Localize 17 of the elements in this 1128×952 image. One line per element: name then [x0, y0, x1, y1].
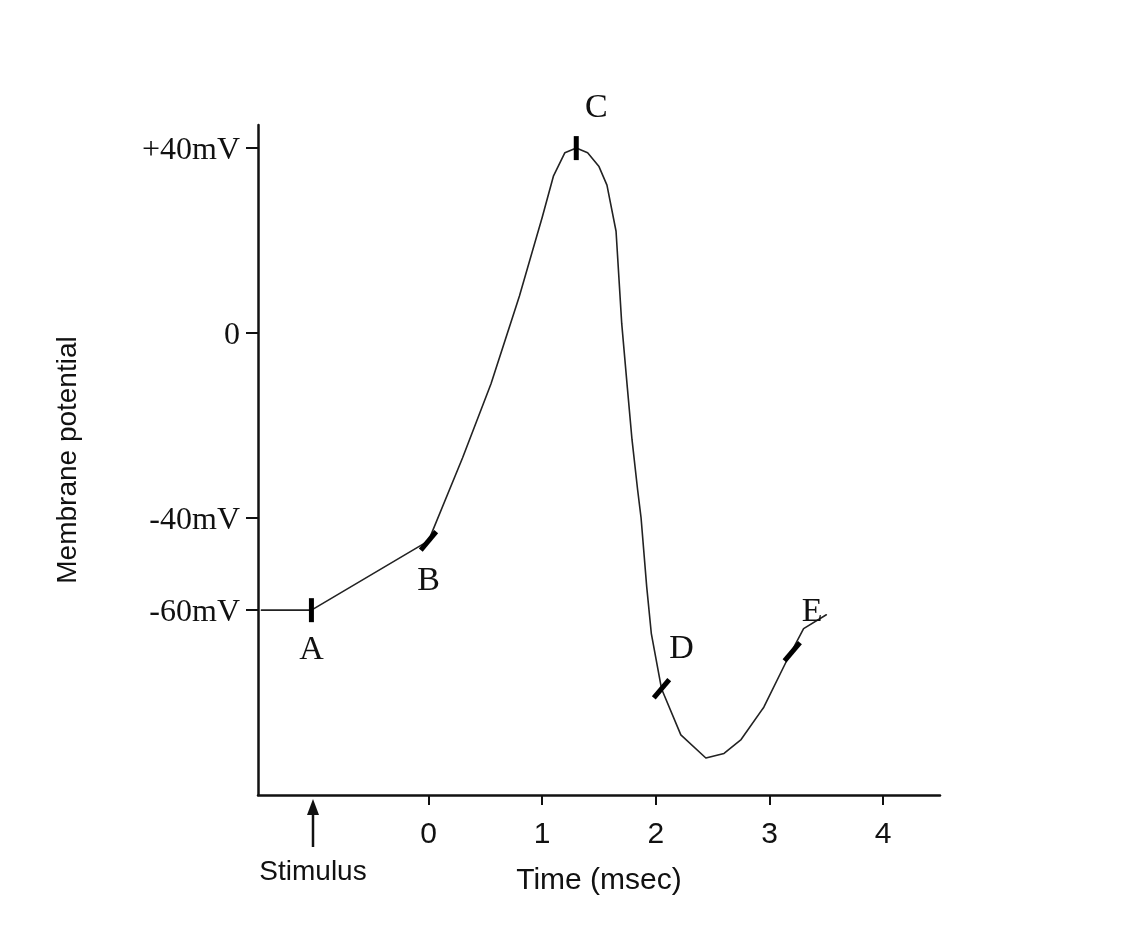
y-tick-label: +40mV — [141, 130, 240, 167]
x-tick-label: 3 — [761, 815, 778, 849]
x-tick-label: 4 — [874, 815, 892, 849]
text: Stimulus — [258, 855, 368, 887]
annotation: E — [800, 589, 824, 630]
x-tick-label: 0 — [420, 815, 437, 849]
y-tick-label: -40mV — [149, 499, 240, 536]
annotation: C — [583, 86, 609, 127]
annotation: A — [298, 628, 325, 669]
x-axis-title: Time (msec) — [516, 861, 682, 895]
x-tick-label: 2 — [647, 815, 665, 849]
y-axis-title: Membrane potential — [50, 336, 82, 584]
x-tick-label: 1 — [533, 815, 551, 849]
y-tick-label: 0 — [224, 314, 240, 351]
y-tick-label: -60mV — [149, 592, 240, 629]
annotation: D — [668, 626, 695, 667]
annotation: B — [416, 558, 441, 599]
